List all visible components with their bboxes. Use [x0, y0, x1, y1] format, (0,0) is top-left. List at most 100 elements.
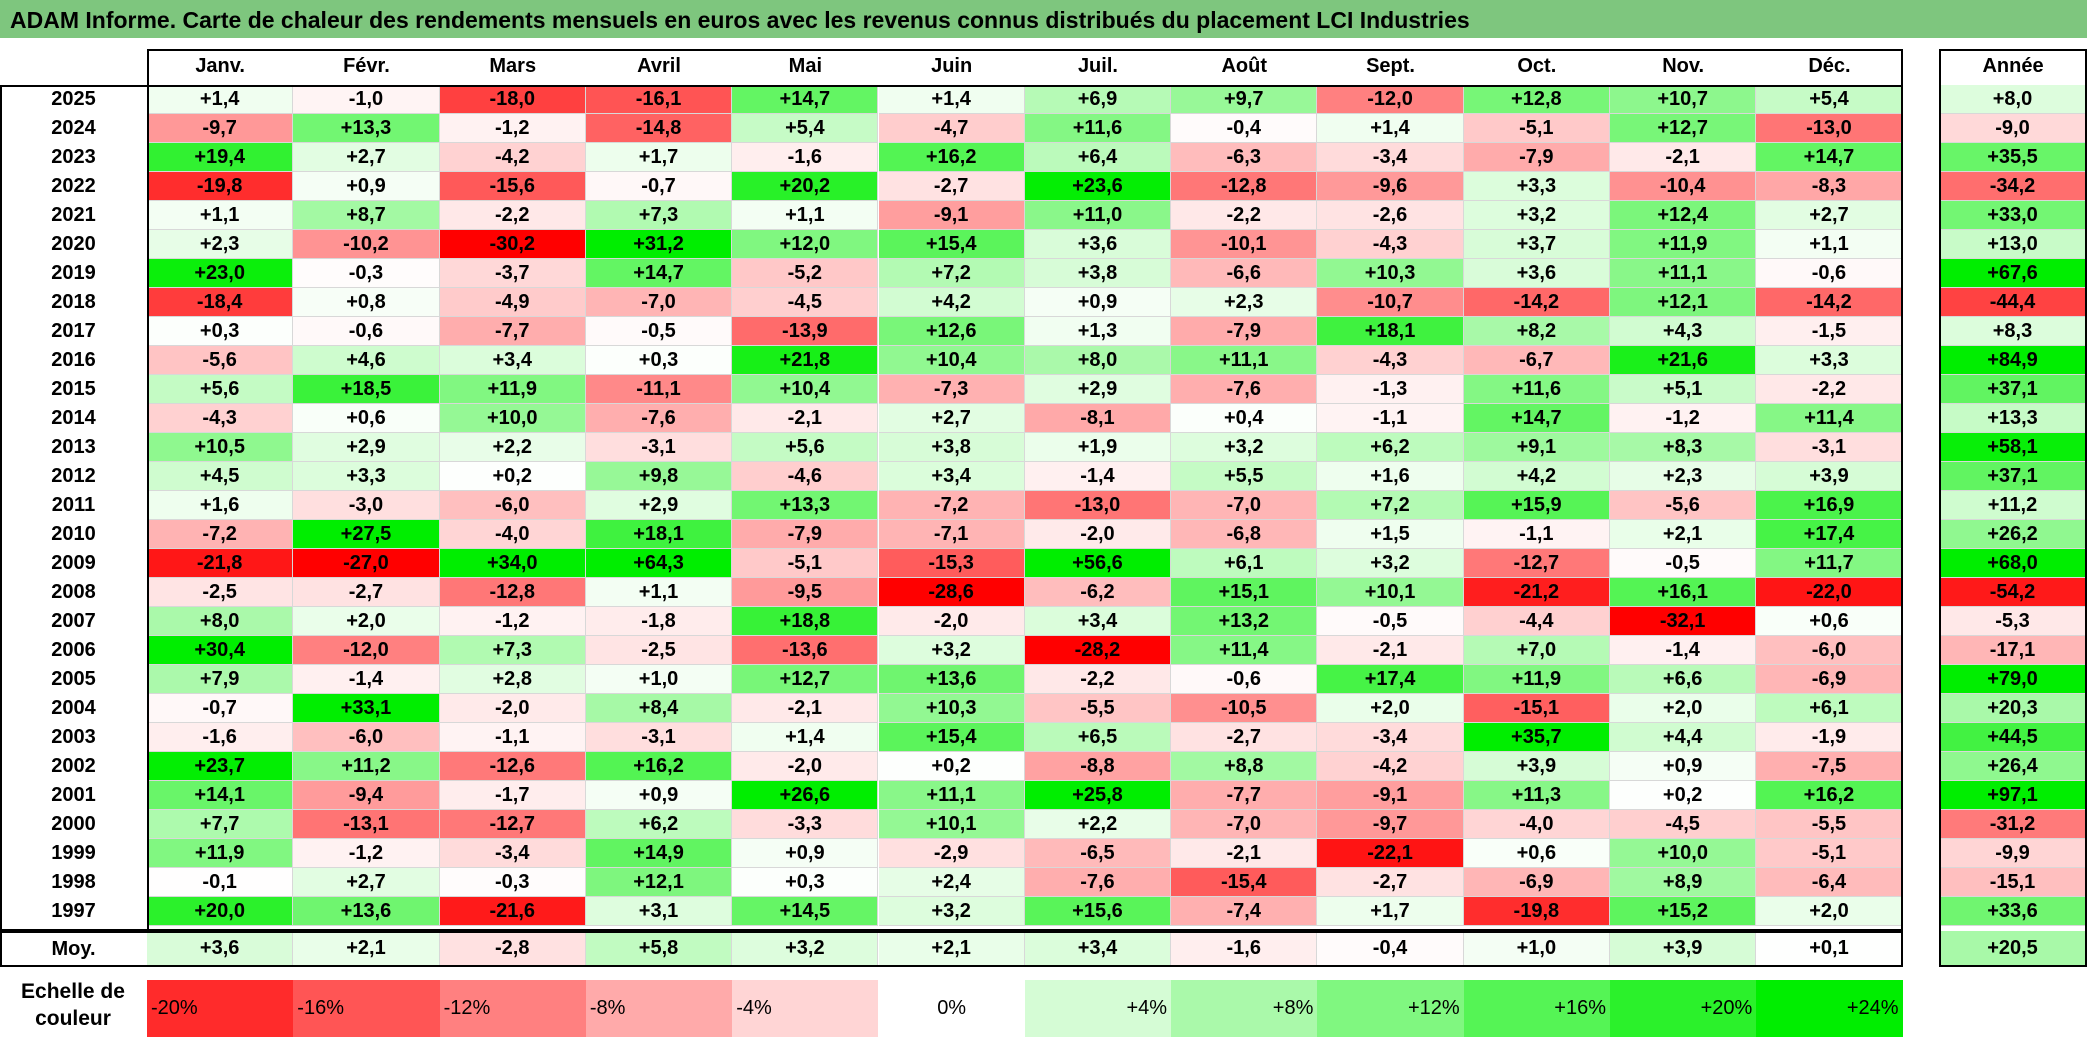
heatmap-cell: -6,5 [1024, 839, 1172, 868]
heatmap-cell: +2,0 [1610, 694, 1757, 723]
annual-cell: +67,6 [1939, 259, 2087, 288]
heatmap-cell: -4,7 [878, 114, 1025, 143]
column-header: Mai [788, 55, 822, 77]
heatmap-cell: +9,7 [1171, 85, 1318, 114]
row-year-label: 2022 [51, 175, 96, 197]
heatmap-cell: +16,1 [1610, 578, 1757, 607]
row-year-label: 2004 [51, 697, 96, 719]
heatmap-cell: +11,9 [1610, 230, 1757, 259]
row-year-label: 1999 [51, 842, 96, 864]
heatmap-cell: -3,1 [585, 433, 733, 462]
heatmap-cell: +8,9 [1610, 868, 1757, 897]
heatmap-cell: +2,7 [293, 143, 440, 172]
heatmap-cell: +0,9 [1610, 752, 1757, 781]
heatmap-cell: +13,3 [732, 491, 879, 520]
heatmap-cell: +11,1 [1610, 259, 1757, 288]
heatmap-cell: +0,9 [293, 172, 440, 201]
heatmap-cell: +33,1 [293, 694, 440, 723]
heatmap-cell: -7,4 [1171, 897, 1318, 926]
heatmap-cell: -7,7 [1171, 781, 1318, 810]
heatmap-cell: +4,6 [293, 346, 440, 375]
heatmap-cell: +2,9 [585, 491, 733, 520]
heatmap-cell: +3,1 [585, 897, 733, 926]
heatmap-cell: +8,0 [1024, 346, 1172, 375]
heatmap-cell: +6,9 [1024, 85, 1172, 114]
heatmap-cell: -4,3 [1317, 230, 1464, 259]
heatmap-cell: +20,0 [147, 897, 294, 926]
heatmap-cell: +2,0 [1756, 897, 1903, 926]
heatmap-cell: -1,3 [1317, 375, 1464, 404]
average-row-label: Moy. [51, 937, 96, 960]
annual-cell: -17,1 [1939, 636, 2087, 665]
heatmap-cell: -1,5 [1756, 317, 1903, 346]
heatmap-cell: +12,7 [732, 665, 879, 694]
column-header: Déc. [1808, 55, 1851, 77]
heatmap-cell: +25,8 [1024, 781, 1172, 810]
heatmap-cell: -18,0 [439, 85, 586, 114]
heatmap-cell: -0,3 [439, 868, 586, 897]
heatmap-cell: +3,7 [1463, 230, 1610, 259]
heatmap-cell: +6,2 [1317, 433, 1464, 462]
heatmap-cell: +15,1 [1171, 578, 1318, 607]
heatmap-cell: +13,3 [293, 114, 440, 143]
heatmap-cell: +1,1 [732, 201, 879, 230]
heatmap-cell: +3,3 [1463, 172, 1610, 201]
heatmap-cell: +0,6 [293, 404, 440, 433]
heatmap-cell: +6,1 [1756, 694, 1903, 723]
heatmap-cell: -1,2 [439, 607, 586, 636]
heatmap-cell: +7,2 [1317, 491, 1464, 520]
heatmap-cell: +7,2 [878, 259, 1025, 288]
heatmap-cell: +0,2 [1610, 781, 1757, 810]
heatmap-cell: -2,7 [1171, 723, 1318, 752]
heatmap-cell: -7,3 [878, 375, 1025, 404]
heatmap-cell: +5,5 [1171, 462, 1318, 491]
row-year-label: 2012 [51, 465, 96, 487]
heatmap-cell: -4,0 [439, 520, 586, 549]
annual-cell: -54,2 [1939, 578, 2087, 607]
heatmap-cell: +0,6 [1756, 607, 1903, 636]
heatmap-cell: -15,1 [1463, 694, 1610, 723]
heatmap-cell: +3,3 [293, 462, 440, 491]
average-cell: +5,8 [585, 931, 733, 967]
heatmap-cell: -1,2 [1610, 404, 1757, 433]
heatmap-cell: -21,6 [439, 897, 586, 926]
heatmap-cell: -2,7 [1317, 868, 1464, 897]
row-year-label: 2013 [51, 436, 96, 458]
heatmap-cell: -0,7 [585, 172, 733, 201]
annual-cell: +26,4 [1939, 752, 2087, 781]
heatmap-cell: -9,7 [147, 114, 294, 143]
heatmap-cell: -7,9 [732, 520, 879, 549]
heatmap-cell: +1,6 [147, 491, 294, 520]
average-cell: +1,0 [1463, 931, 1610, 967]
average-cell: -2,8 [439, 931, 586, 967]
heatmap-cell: -13,0 [1024, 491, 1172, 520]
heatmap-cell: -27,0 [293, 549, 440, 578]
heatmap-cell: +0,6 [1463, 839, 1610, 868]
heatmap-cell: -7,9 [1463, 143, 1610, 172]
annual-cell: -5,3 [1939, 607, 2087, 636]
heatmap-cell: +56,6 [1024, 549, 1172, 578]
heatmap-cell: -8,3 [1756, 172, 1903, 201]
heatmap-cell: -0,6 [1756, 259, 1903, 288]
heatmap-cell: -3,4 [1317, 723, 1464, 752]
heatmap-cell: +5,6 [147, 375, 294, 404]
heatmap-cell: -0,5 [585, 317, 733, 346]
annual-cell: +13,0 [1939, 230, 2087, 259]
heatmap-cell: -8,1 [1024, 404, 1172, 433]
heatmap-cell: +18,5 [293, 375, 440, 404]
heatmap-cell: -12,8 [1171, 172, 1318, 201]
column-header: Oct. [1517, 55, 1557, 77]
annual-column-header: Année [1982, 55, 2044, 77]
heatmap-cell: +8,0 [147, 607, 294, 636]
column-header: Sept. [1366, 55, 1415, 77]
heatmap-cell: -6,0 [439, 491, 586, 520]
row-year-label: 2005 [51, 668, 96, 690]
row-year-label: 2002 [51, 755, 96, 777]
heatmap-cell: +3,2 [878, 636, 1025, 665]
color-scale-stop: 0% [878, 980, 1025, 1037]
heatmap-cell: -6,2 [1024, 578, 1172, 607]
heatmap-cell: +7,9 [147, 665, 294, 694]
annual-cell: +20,3 [1939, 694, 2087, 723]
heatmap-cell: +13,6 [293, 897, 440, 926]
heatmap-cell: +11,0 [1024, 201, 1172, 230]
